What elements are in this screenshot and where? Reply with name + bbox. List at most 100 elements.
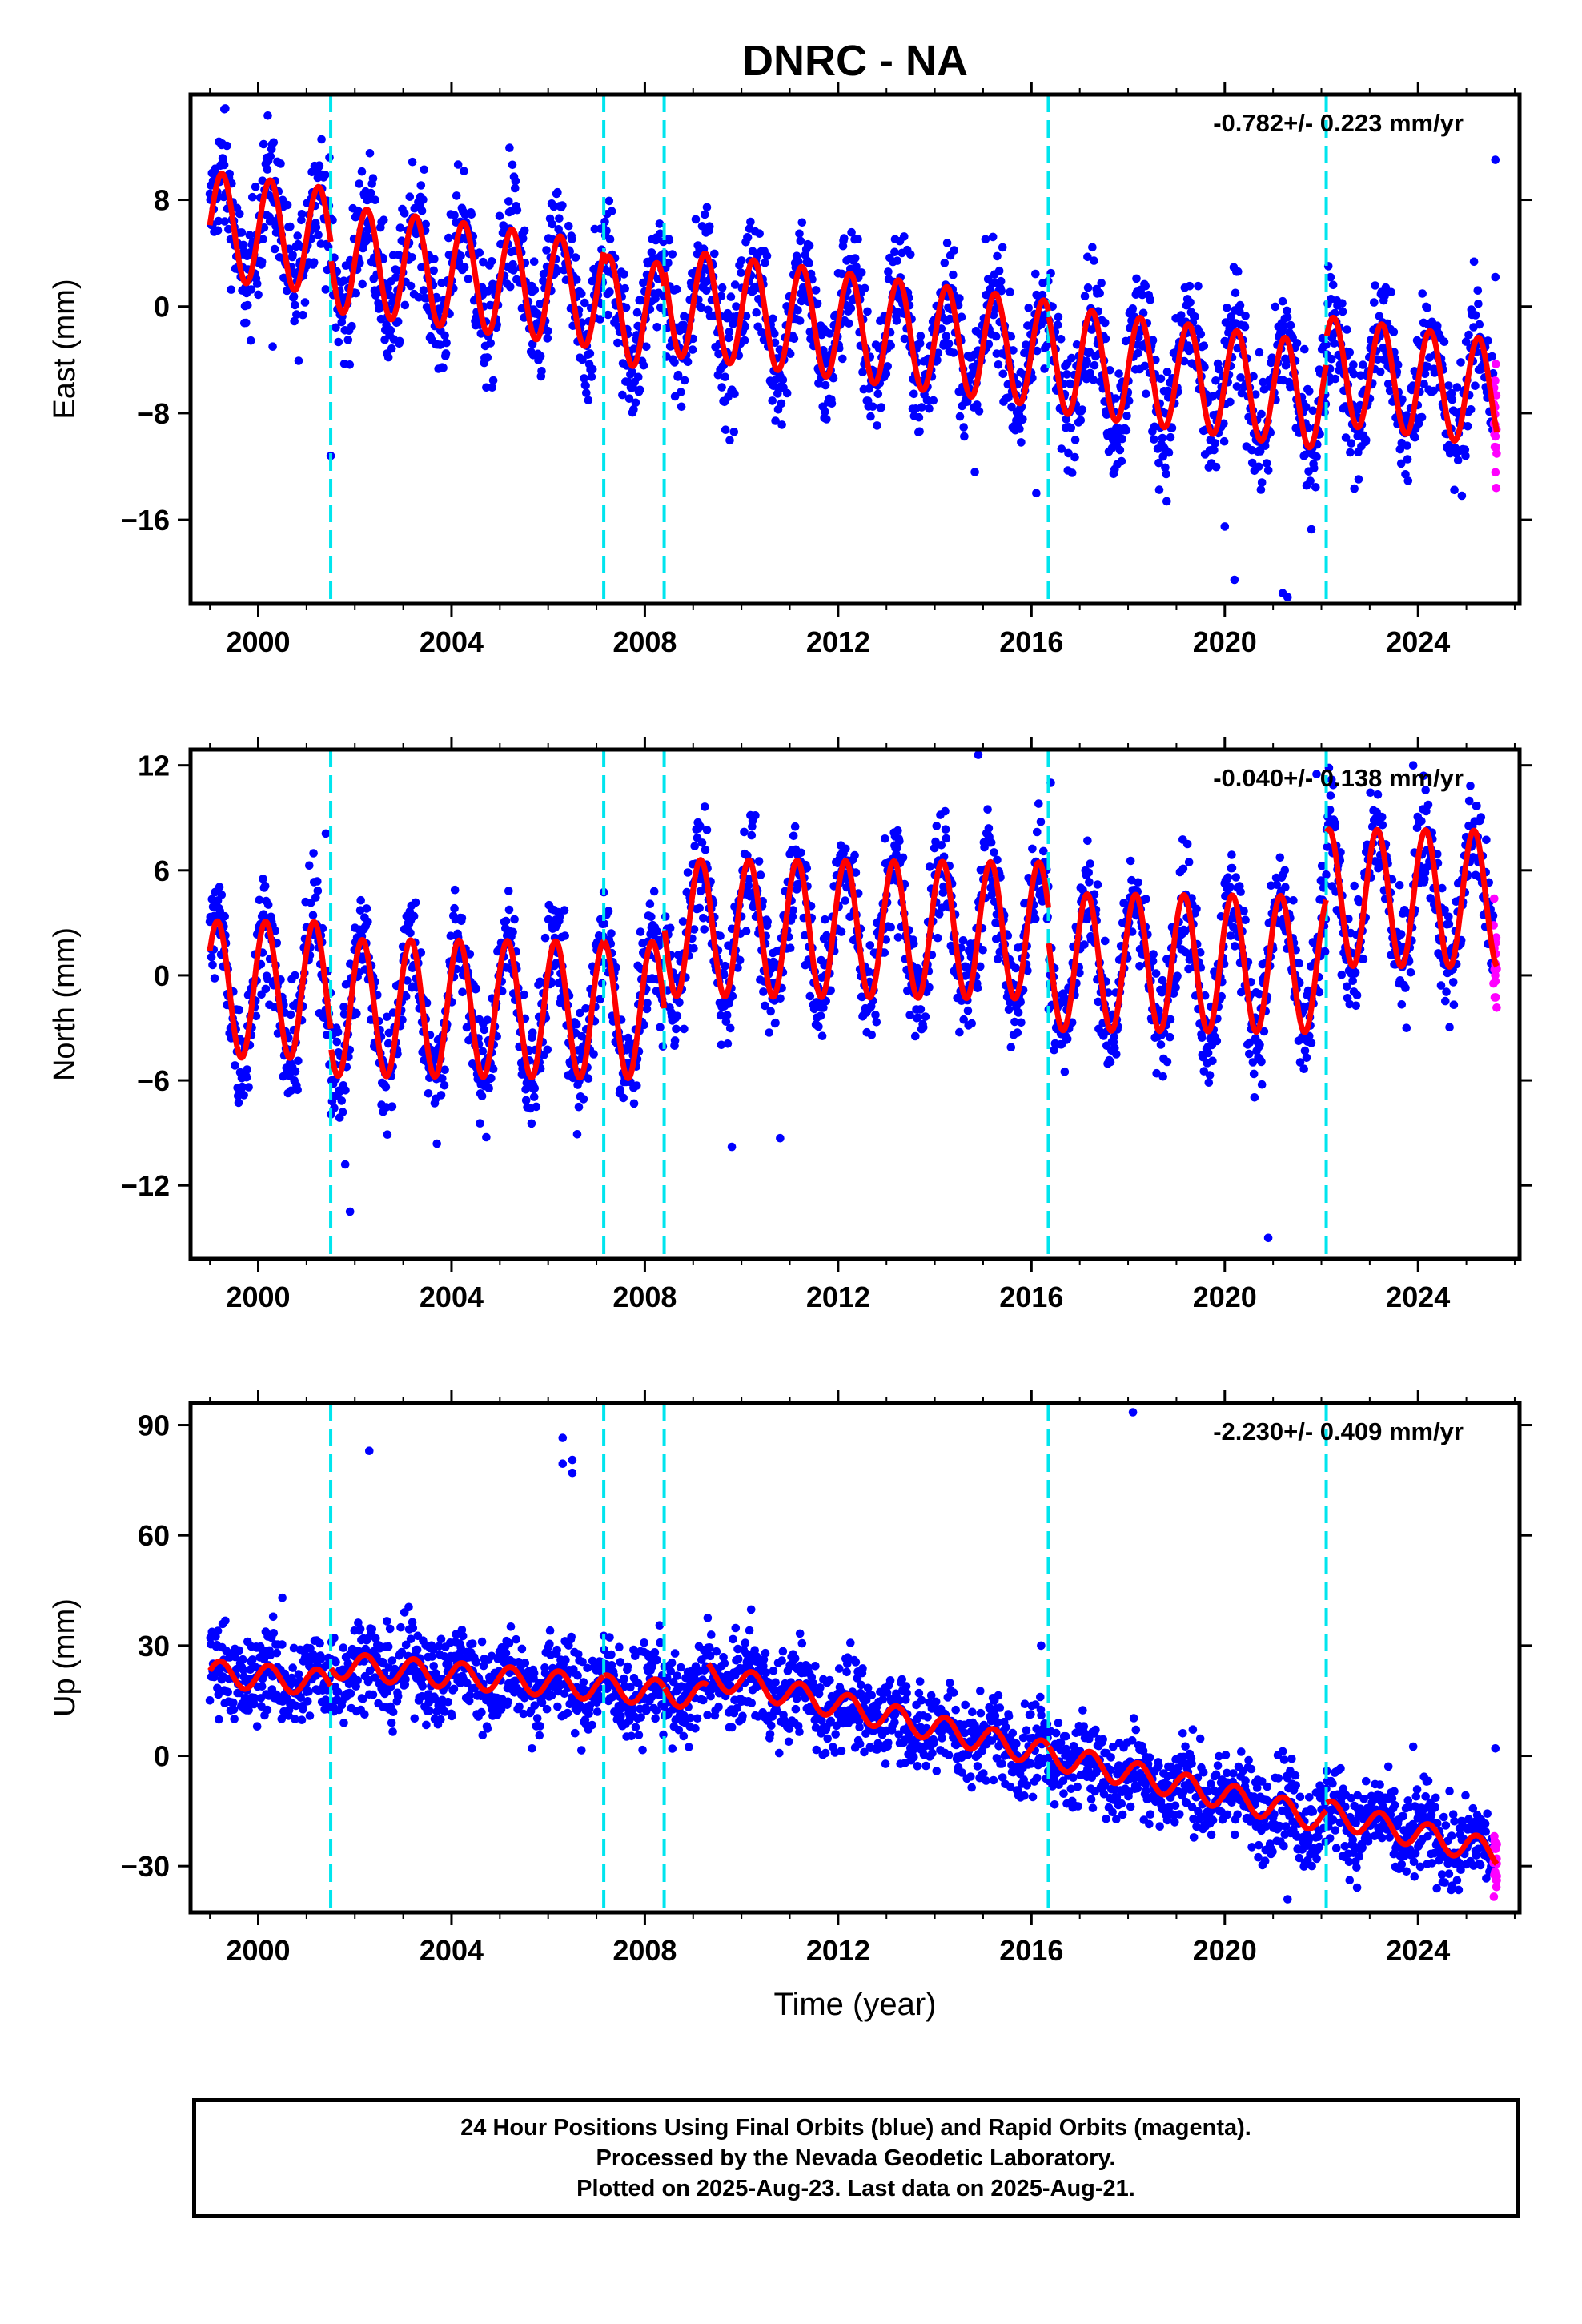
data-point: [917, 403, 926, 412]
data-point: [231, 1061, 239, 1070]
data-point: [294, 356, 303, 365]
data-point: [721, 961, 729, 971]
data-point: [925, 983, 934, 992]
data-point: [297, 210, 307, 219]
data-point: [334, 337, 343, 347]
data-point: [860, 283, 869, 293]
data-point: [1089, 375, 1098, 384]
data-point: [1433, 321, 1442, 331]
data-point: [544, 326, 552, 336]
data-point: [837, 927, 846, 936]
data-point: [429, 266, 438, 275]
data-point: [1009, 346, 1018, 355]
data-point: [383, 283, 392, 293]
data-point: [1208, 1056, 1217, 1066]
data-point: [1134, 348, 1142, 358]
data-point: [482, 1132, 491, 1142]
data-point: [487, 1073, 496, 1083]
data-point: [1257, 1080, 1267, 1089]
data-point: [754, 857, 764, 866]
data-point: [510, 915, 519, 924]
data-point: [950, 246, 958, 255]
data-point: [1040, 364, 1049, 373]
data-point: [1450, 485, 1459, 495]
data-point: [574, 1102, 584, 1112]
data-point: [1140, 361, 1150, 371]
data-point: [933, 933, 942, 943]
data-point: [877, 403, 886, 412]
data-point: [291, 971, 299, 980]
data-point: [730, 280, 740, 289]
data-point: [1149, 950, 1158, 959]
data-point: [1359, 955, 1368, 963]
data-point: [821, 380, 830, 390]
data-point: [1484, 336, 1492, 345]
data-point: [1256, 485, 1266, 494]
data-point: [1281, 883, 1290, 891]
data-point: [1166, 432, 1175, 442]
data-point: [572, 275, 581, 284]
data-point: [553, 187, 562, 197]
data-point: [1417, 816, 1426, 826]
data-point: [1359, 360, 1367, 369]
data-point: [1378, 812, 1387, 822]
data-point: [631, 398, 640, 408]
data-point: [1492, 449, 1501, 458]
data-point: [1235, 307, 1244, 316]
data-point: [1403, 455, 1412, 464]
data-point: [482, 383, 491, 392]
data-point: [621, 303, 631, 312]
data-point: [452, 191, 461, 200]
data-point: [871, 1011, 880, 1019]
data-point: [458, 987, 467, 997]
data-point: [1448, 978, 1458, 987]
data-point: [213, 226, 223, 235]
data-point: [1184, 858, 1194, 866]
data-point: [341, 1086, 350, 1095]
data-point: [291, 1067, 300, 1076]
outlier-point: [340, 1160, 350, 1169]
data-point: [1024, 304, 1033, 312]
data-point: [255, 895, 264, 905]
data-point: [1141, 281, 1150, 291]
data-point: [1057, 444, 1066, 453]
data-point: [1397, 1000, 1407, 1009]
data-point: [1236, 887, 1245, 896]
data-point: [1236, 373, 1245, 382]
data-point: [1262, 459, 1271, 468]
data-point: [1164, 448, 1174, 457]
data-point: [984, 340, 994, 348]
data-point: [717, 292, 726, 301]
data-point: [672, 1024, 681, 1034]
data-point: [259, 223, 269, 232]
data-point: [963, 397, 972, 406]
data-point: [847, 227, 856, 237]
data-point: [645, 899, 655, 908]
data-point: [797, 848, 805, 858]
data-point: [604, 907, 613, 915]
data-point: [838, 354, 847, 364]
data-point: [581, 381, 590, 390]
data-point: [841, 844, 850, 854]
data-point: [1006, 287, 1014, 297]
data-point: [1017, 438, 1026, 447]
data-point: [1101, 334, 1110, 344]
data-point: [1118, 434, 1126, 444]
data-point: [286, 1010, 295, 1019]
data-point: [1303, 424, 1313, 432]
data-point: [1173, 971, 1182, 980]
data-point: [560, 906, 569, 915]
data-point: [866, 412, 875, 421]
data-point: [678, 917, 688, 926]
data-point: [252, 279, 262, 288]
data-point: [1156, 1040, 1166, 1049]
data-point: [743, 233, 753, 242]
data-point: [642, 342, 651, 352]
data-point: [286, 222, 295, 231]
data-point: [420, 165, 428, 175]
data-point: [351, 288, 361, 298]
data-point: [605, 235, 615, 244]
data-point: [234, 1098, 243, 1108]
data-point: [1088, 243, 1097, 252]
data-point: [387, 344, 396, 353]
